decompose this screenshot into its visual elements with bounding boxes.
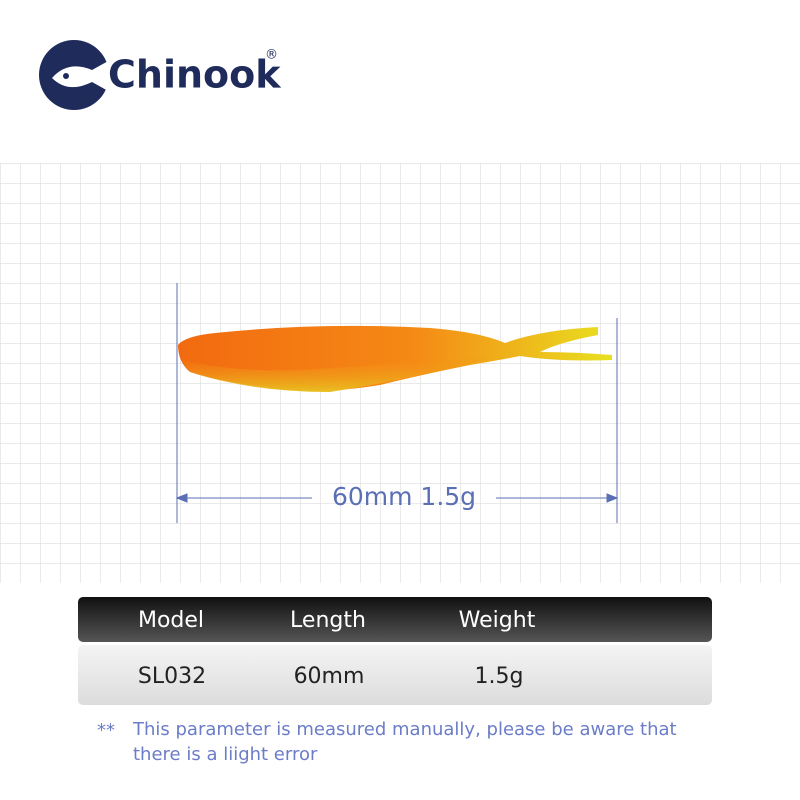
logo: Chinook ® (39, 40, 281, 110)
dimension (175, 283, 619, 523)
lure (178, 325, 612, 392)
header-cell: Model (138, 608, 204, 633)
logo-fish (52, 60, 110, 92)
logo-eye (63, 73, 69, 79)
table-header (78, 597, 712, 642)
table-row (78, 645, 712, 705)
cell: SL032 (138, 664, 206, 689)
cell: 60mm (294, 664, 365, 689)
header-cell: Length (290, 608, 366, 633)
note-marker: ** (97, 720, 115, 741)
note-line: there is a liight error (133, 744, 318, 765)
header-cell: Weight (459, 608, 536, 633)
arrow-heads (175, 493, 619, 503)
dimension-label: 60mm 1.5g (332, 482, 476, 511)
brand: Chinook (108, 53, 281, 97)
lure-belly (182, 355, 500, 392)
note-line: This parameter is measured manually, ple… (132, 719, 677, 740)
registered: ® (265, 48, 278, 63)
cell: 1.5g (475, 664, 524, 689)
